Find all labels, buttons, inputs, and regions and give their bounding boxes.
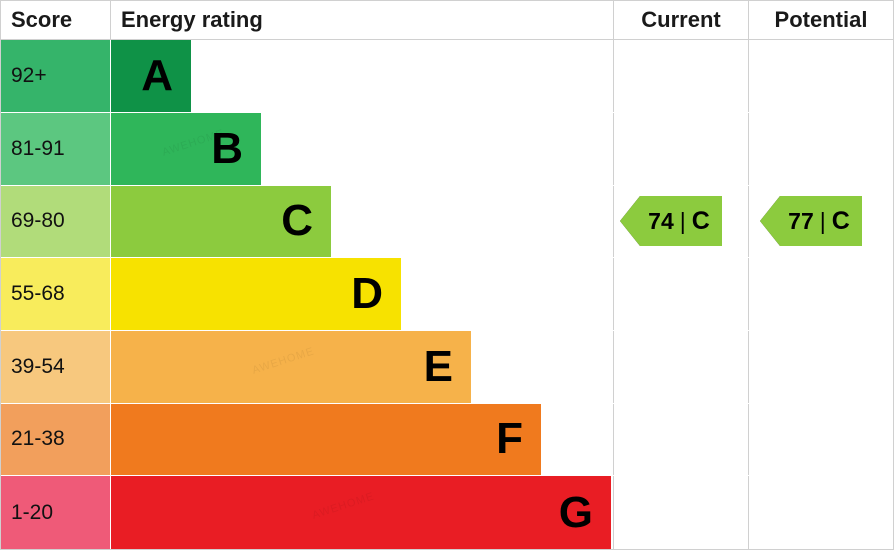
rating-bar-e: E bbox=[111, 331, 471, 403]
pointer-label: 77|C bbox=[788, 207, 850, 236]
rating-bar-c: C bbox=[111, 186, 331, 258]
rating-letter: A bbox=[141, 51, 173, 101]
band-row-b: 81-91BAWEHOME bbox=[1, 113, 893, 186]
rating-bar-b: B bbox=[111, 113, 261, 185]
score-cell: 39-54 bbox=[1, 331, 111, 403]
potential-pointer: 77|C bbox=[780, 196, 862, 246]
rating-letter: E bbox=[424, 342, 453, 392]
pointer-separator: | bbox=[820, 208, 826, 234]
band-row-c: 69-80C74|C77|C bbox=[1, 186, 893, 259]
header-row: Score Energy rating Current Potential bbox=[1, 1, 893, 40]
pointer-value: 77 bbox=[788, 208, 814, 234]
band-row-d: 55-68 D bbox=[1, 258, 893, 331]
current-cell bbox=[613, 258, 748, 330]
potential-cell bbox=[748, 476, 893, 549]
potential-cell bbox=[748, 258, 893, 330]
rating-cell: GAWEHOME bbox=[111, 476, 613, 549]
rating-bar-g: G bbox=[111, 476, 611, 549]
band-row-a: 92+ A bbox=[1, 40, 893, 113]
pointer-arrow-icon bbox=[620, 196, 640, 246]
rating-cell: EAWEHOME bbox=[111, 331, 613, 403]
header-rating: Energy rating bbox=[111, 1, 613, 39]
pointer-grade: C bbox=[832, 207, 850, 235]
rating-letter: C bbox=[281, 196, 313, 246]
rating-cell: D bbox=[111, 258, 613, 330]
band-row-f: 21-38 F bbox=[1, 404, 893, 477]
potential-cell bbox=[748, 113, 893, 185]
band-row-g: 1-20GAWEHOME bbox=[1, 476, 893, 549]
rating-cell: F bbox=[111, 404, 613, 476]
rating-cell: BAWEHOME bbox=[111, 113, 613, 185]
rating-bar-a: A bbox=[111, 40, 191, 112]
pointer-value: 74 bbox=[648, 208, 674, 234]
rating-letter: D bbox=[351, 269, 383, 319]
rating-cell: C bbox=[111, 186, 613, 258]
score-cell: 1-20 bbox=[1, 476, 111, 549]
score-cell: 21-38 bbox=[1, 404, 111, 476]
current-cell bbox=[613, 331, 748, 403]
score-cell: 55-68 bbox=[1, 258, 111, 330]
potential-cell bbox=[748, 331, 893, 403]
pointer-label: 74|C bbox=[648, 207, 710, 236]
current-cell: 74|C bbox=[613, 186, 748, 258]
header-score: Score bbox=[1, 1, 111, 39]
header-potential: Potential bbox=[748, 1, 893, 39]
potential-cell bbox=[748, 404, 893, 476]
energy-rating-chart: Score Energy rating Current Potential 92… bbox=[0, 0, 894, 550]
rating-letter: B bbox=[211, 124, 243, 174]
rating-bar-d: D bbox=[111, 258, 401, 330]
pointer-arrow-icon bbox=[760, 196, 780, 246]
rating-letter: G bbox=[559, 488, 593, 538]
header-current: Current bbox=[613, 1, 748, 39]
current-pointer: 74|C bbox=[640, 196, 722, 246]
current-cell bbox=[613, 476, 748, 549]
rating-bar-f: F bbox=[111, 404, 541, 476]
score-cell: 92+ bbox=[1, 40, 111, 112]
score-cell: 81-91 bbox=[1, 113, 111, 185]
potential-cell bbox=[748, 40, 893, 112]
current-cell bbox=[613, 113, 748, 185]
rating-letter: F bbox=[496, 414, 523, 464]
rating-cell: A bbox=[111, 40, 613, 112]
pointer-grade: C bbox=[692, 207, 710, 235]
potential-cell: 77|C bbox=[748, 186, 893, 258]
band-rows: 92+A81-91BAWEHOME69-80C74|C77|C55-68D39-… bbox=[1, 40, 893, 549]
current-cell bbox=[613, 404, 748, 476]
pointer-separator: | bbox=[680, 208, 686, 234]
score-cell: 69-80 bbox=[1, 186, 111, 258]
band-row-e: 39-54EAWEHOME bbox=[1, 331, 893, 404]
current-cell bbox=[613, 40, 748, 112]
